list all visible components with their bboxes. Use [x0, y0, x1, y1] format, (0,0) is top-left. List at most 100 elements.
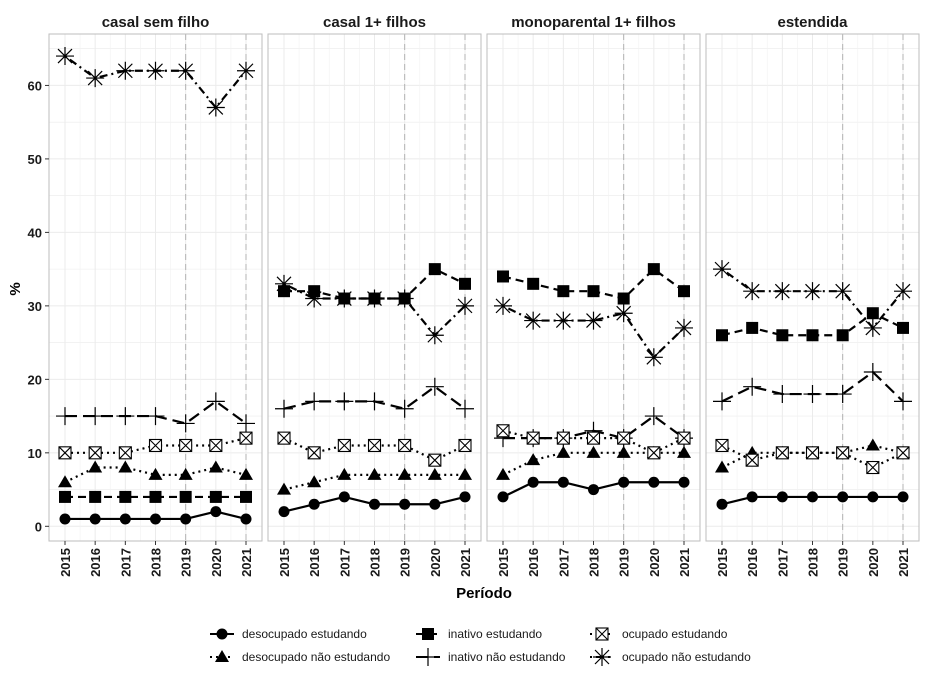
data-point: [425, 326, 444, 345]
marker-square-cross: [595, 627, 609, 641]
marker-square-cross: [368, 439, 381, 452]
data-point: [897, 321, 909, 334]
data-point: [337, 438, 351, 453]
marker-square: [806, 329, 819, 342]
marker-square-cross: [617, 431, 631, 445]
marker-triangle: [586, 445, 601, 458]
data-point: [456, 296, 474, 315]
marker-square-cross: [179, 439, 193, 452]
marker-square-cross: [209, 439, 223, 452]
marker-square-cross: [677, 431, 691, 445]
marker-triangle: [337, 467, 352, 480]
x-tick-label: 2017: [556, 548, 571, 577]
marker-square: [459, 277, 471, 290]
panel: casal 1+ filhos 2015 2016 2017 2018 2019 2020 2…: [267, 8, 482, 577]
data-point: [863, 318, 882, 337]
marker-triangle: [277, 482, 291, 495]
data-point: [337, 467, 352, 480]
panel-strip: [268, 8, 481, 33]
series: [713, 363, 912, 411]
x-tick-label: 2020: [866, 548, 881, 577]
marker-circle: [119, 513, 131, 525]
data-point: [746, 491, 758, 503]
data-point: [745, 453, 759, 467]
legend-item: inativo estudando: [416, 627, 542, 641]
data-point: [527, 476, 539, 488]
marker-square-cross: [118, 446, 132, 460]
marker-asterisk: [524, 311, 543, 330]
data-point: [866, 307, 879, 320]
marker-plus: [419, 648, 437, 666]
x-tick-label: 2021: [677, 548, 692, 577]
marker-circle: [278, 506, 290, 518]
data-point: [206, 392, 225, 411]
legend-label: ocupado não estudando: [622, 650, 751, 664]
marker-plus: [305, 392, 324, 411]
marker-circle: [678, 476, 690, 488]
marker-square: [776, 329, 789, 342]
x-tick-label: 2021: [239, 548, 254, 577]
marker-plus: [275, 399, 293, 418]
data-point: [866, 460, 880, 475]
marker-plus: [237, 414, 255, 433]
marker-asterisk: [335, 289, 354, 308]
legend-marker: [216, 628, 228, 640]
series: [59, 506, 252, 525]
data-point: [429, 498, 441, 510]
x-tick-label: 2018: [806, 548, 821, 577]
marker-asterisk: [275, 274, 293, 293]
marker-triangle: [865, 438, 880, 451]
data-point: [148, 467, 163, 480]
data-point: [237, 61, 255, 80]
series: [275, 377, 474, 418]
marker-square: [119, 490, 132, 503]
data-point: [395, 289, 414, 308]
legend-label: inativo estudando: [448, 627, 542, 641]
panel-title: casal sem filho: [102, 14, 210, 31]
data-point: [497, 491, 509, 503]
marker-circle: [210, 506, 222, 518]
x-tick-label: 2019: [398, 548, 413, 577]
data-point: [496, 467, 510, 480]
data-point: [176, 61, 195, 80]
marker-square-cross: [896, 446, 910, 460]
marker-square: [836, 329, 849, 342]
x-axis-title: Período: [456, 585, 512, 602]
data-point: [427, 467, 442, 480]
marker-square: [149, 490, 162, 503]
panel: monoparental 1+ filhos 2015 2016 2017 2018 20…: [486, 8, 701, 577]
x-tick-label: 2018: [149, 548, 164, 577]
data-point: [277, 482, 291, 495]
x-tick-label: 2016: [88, 548, 103, 577]
marker-square: [428, 263, 441, 276]
marker-square: [240, 490, 252, 503]
marker-asterisk: [803, 282, 822, 301]
data-point: [837, 491, 849, 503]
legend-marker: [419, 648, 437, 666]
data-point: [833, 385, 852, 404]
series: [497, 476, 690, 503]
marker-triangle: [239, 467, 253, 480]
series: [56, 392, 255, 433]
data-point: [59, 513, 71, 525]
marker-plus: [365, 392, 384, 411]
legend-item: desocupado estudando: [210, 627, 367, 641]
legend-label: desocupado estudando: [242, 627, 367, 641]
data-point: [335, 289, 354, 308]
marker-circle: [776, 491, 788, 503]
marker-asterisk: [773, 282, 792, 301]
panel-strip: [49, 8, 262, 33]
marker-circle: [557, 476, 569, 488]
data-point: [807, 491, 818, 503]
marker-circle: [807, 491, 818, 503]
data-point: [675, 318, 693, 337]
data-point: [617, 431, 631, 445]
marker-plus: [773, 385, 792, 404]
marker-circle: [150, 513, 161, 525]
data-point: [146, 407, 165, 426]
y-axis: 0 10 20 30 40 50 60: [28, 78, 49, 534]
data-point: [369, 498, 380, 510]
marker-triangle: [307, 475, 322, 488]
data-point: [458, 438, 472, 453]
marker-plus: [713, 392, 731, 411]
